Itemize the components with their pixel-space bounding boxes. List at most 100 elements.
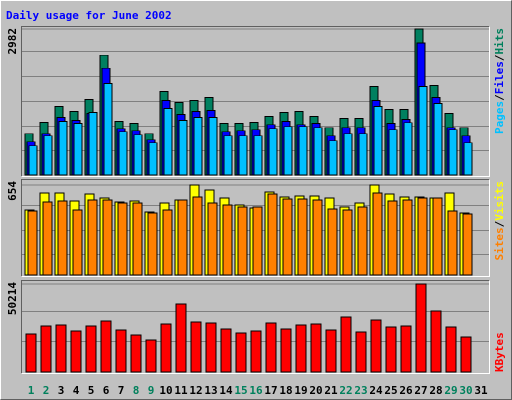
bar (385, 326, 397, 373)
x-tick-label: 22 (339, 384, 352, 397)
legend-entry: Visits (493, 181, 506, 221)
x-tick-label: 23 (354, 384, 367, 397)
bar (373, 106, 383, 176)
bar (358, 133, 368, 176)
bar (103, 82, 113, 176)
panel-edge (21, 280, 490, 374)
bar (160, 323, 172, 373)
bar (312, 199, 323, 276)
x-tick-label: 15 (234, 384, 247, 397)
bar (400, 325, 412, 373)
y-tick-label: 50214 (6, 282, 19, 315)
bar (133, 134, 143, 176)
bar (88, 112, 98, 176)
bar (207, 202, 218, 276)
bar (283, 126, 293, 176)
x-tick-label: 1 (28, 384, 35, 397)
bar (57, 200, 68, 276)
bar (372, 192, 383, 276)
bar (223, 135, 233, 176)
x-tick-label: 10 (159, 384, 172, 397)
bar (42, 201, 53, 276)
x-tick-label: 26 (399, 384, 413, 397)
bar (460, 336, 472, 373)
bar (403, 122, 413, 176)
legend: KBytes (493, 332, 506, 372)
bar (163, 108, 173, 176)
bar (432, 197, 443, 276)
bar (222, 204, 233, 276)
bar (370, 319, 382, 373)
bar (58, 121, 68, 176)
x-tick-label: 19 (294, 384, 307, 397)
x-tick-label: 11 (174, 384, 188, 397)
x-tick-label: 14 (219, 384, 233, 397)
bar (148, 142, 158, 176)
bar (265, 322, 277, 373)
bar (418, 85, 428, 176)
legend-entry: Pages (493, 101, 506, 134)
bar (100, 320, 112, 373)
legend-separator: / (493, 94, 506, 101)
legend-separator: / (493, 220, 506, 227)
bar (178, 120, 188, 176)
bar (130, 334, 142, 373)
legend-entry: KBytes (493, 332, 506, 372)
bar (25, 333, 37, 373)
x-tick-label: 29 (444, 384, 457, 397)
x-tick-label: 2 (43, 384, 50, 397)
panel-edge (21, 26, 490, 177)
bar (70, 330, 82, 373)
bar (190, 321, 202, 373)
bar (175, 303, 187, 373)
bar (355, 331, 367, 373)
bar (177, 199, 188, 276)
panel-edge (21, 179, 490, 277)
bar (208, 117, 218, 176)
bar (235, 332, 247, 373)
x-tick-label: 16 (249, 384, 263, 397)
x-tick-label: 20 (309, 384, 322, 397)
bar (327, 208, 338, 276)
bar (205, 322, 217, 373)
bar (117, 202, 128, 276)
bar (220, 328, 232, 373)
bar (310, 323, 322, 373)
legend-entry: Hits (493, 28, 506, 55)
legend-separator: / (493, 54, 506, 61)
bar (313, 127, 323, 176)
x-tick-label: 8 (133, 384, 140, 397)
x-tick-label: 6 (103, 384, 110, 397)
x-tick-label: 4 (73, 384, 80, 397)
bar (328, 140, 338, 176)
x-tick-label: 27 (414, 384, 427, 397)
bar (28, 145, 38, 176)
x-tick-label: 28 (429, 384, 442, 397)
bar (447, 210, 458, 276)
x-tick-label: 31 (474, 384, 488, 397)
bar (87, 199, 98, 276)
bar (252, 206, 263, 276)
bar (297, 198, 308, 276)
x-tick-label: 9 (148, 384, 155, 397)
x-tick-label: 13 (204, 384, 217, 397)
bar (237, 206, 248, 276)
x-tick-label: 7 (118, 384, 125, 397)
chart-title: Daily usage for June 2002 (6, 9, 172, 22)
bar (342, 209, 353, 276)
bar (268, 128, 278, 176)
x-tick-label: 21 (324, 384, 338, 397)
y-tick-label: 654 (6, 181, 19, 201)
panel-edge (21, 280, 490, 374)
legend: Sites/Visits (493, 181, 506, 261)
bar (145, 339, 157, 373)
legend: Pages/Files/Hits (493, 28, 506, 134)
bar (417, 197, 428, 276)
x-tick-label: 3 (58, 384, 65, 397)
bar (430, 310, 442, 373)
bar (85, 325, 97, 373)
bar (43, 135, 53, 176)
x-tick-label: 5 (88, 384, 95, 397)
